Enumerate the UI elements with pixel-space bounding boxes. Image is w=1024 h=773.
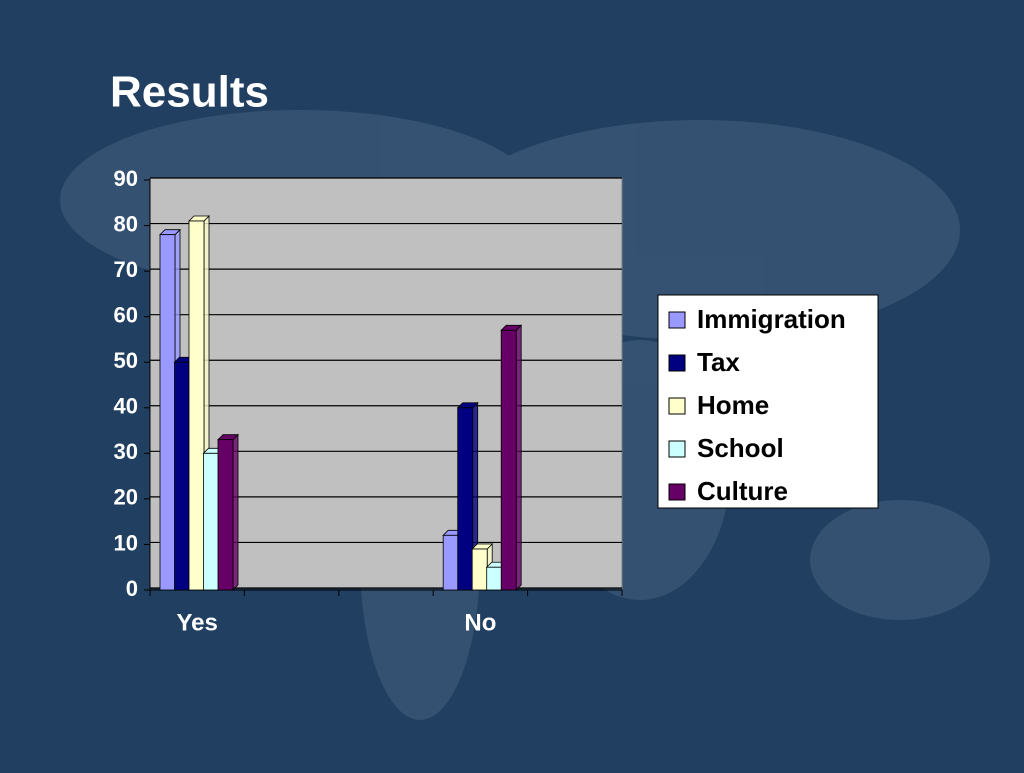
legend-label: Home [697, 390, 769, 420]
y-tick-label: 30 [114, 439, 138, 464]
y-tick-label: 80 [114, 211, 138, 236]
bar [500, 329, 517, 591]
legend-label: Culture [697, 476, 788, 506]
x-tick-label: No [464, 609, 496, 636]
legend-label: School [697, 433, 784, 463]
y-tick-label: 70 [114, 257, 138, 282]
y-tick-label: 0 [126, 576, 138, 601]
bar-side [232, 433, 239, 591]
bar [217, 439, 234, 591]
y-tick-label: 20 [114, 485, 138, 510]
bar [442, 534, 459, 591]
y-tick-label: 90 [114, 166, 138, 191]
y-tick-label: 40 [114, 394, 138, 419]
legend-swatch [668, 311, 686, 329]
legend-swatch [668, 354, 686, 372]
y-tick-label: 50 [114, 348, 138, 373]
x-tick-label: Yes [177, 609, 218, 636]
y-tick-label: 60 [114, 302, 138, 327]
bar [203, 452, 219, 591]
bar [159, 234, 176, 591]
bar-side [515, 324, 522, 591]
bar [471, 548, 488, 591]
legend [657, 294, 879, 509]
legend-swatch [668, 397, 686, 415]
bar [486, 566, 503, 591]
y-tick-label: 10 [114, 530, 138, 555]
legend-label: Immigration [697, 304, 846, 334]
legend-swatch [668, 440, 686, 458]
bar [457, 407, 474, 591]
legend-label: Tax [697, 347, 740, 377]
bar [188, 220, 205, 591]
slide-title: Results [110, 68, 269, 117]
bar [174, 361, 190, 591]
legend-swatch [668, 483, 686, 501]
